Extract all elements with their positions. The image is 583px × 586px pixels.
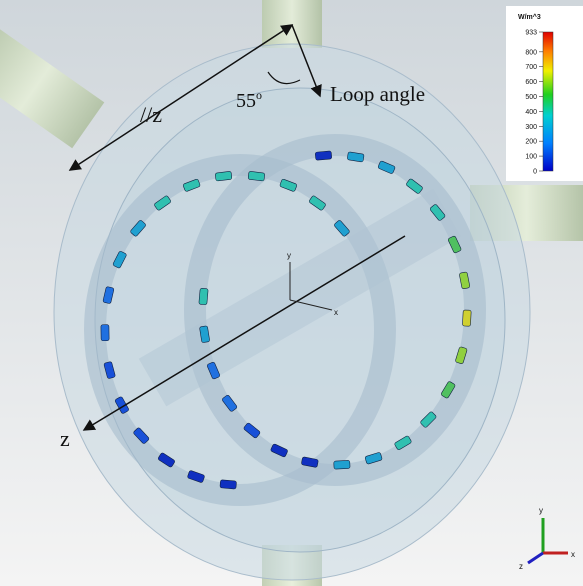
colorbar-tick-label: 0 <box>533 169 537 176</box>
axis-x-label: x <box>334 308 338 317</box>
colorbar-gradient <box>543 32 553 171</box>
colorbar-tick-label: 700 <box>525 64 537 71</box>
coil-block <box>199 288 208 305</box>
port-top <box>262 0 322 48</box>
colorbar-tick-label: 100 <box>525 154 537 161</box>
angle-unit: o <box>256 88 262 102</box>
coil-block <box>220 480 237 489</box>
coil-block <box>248 171 265 181</box>
colorbar-tick-label: 500 <box>525 94 537 101</box>
loop-angle-label: Loop angle <box>330 82 425 106</box>
page: {"annotations": {"parallel_z": "//z", "a… <box>0 0 583 586</box>
parallel-z-label: //z <box>140 102 162 127</box>
triad-y-label: y <box>539 506 543 515</box>
coil-block <box>462 310 471 326</box>
colorbar-unit: W/m^3 <box>518 13 541 21</box>
colorbar-tick-label: 200 <box>525 139 537 146</box>
z-axis-label: z <box>60 426 70 451</box>
coil-block <box>315 151 332 160</box>
colorbar-tick-label: 933 <box>525 30 537 37</box>
coil-block <box>215 171 232 181</box>
colorbar-tick-label: 400 <box>525 109 537 116</box>
axis-y-label: y <box>287 251 291 260</box>
coil-block <box>334 460 350 469</box>
colorbar-tick-label: 600 <box>525 79 537 86</box>
triad-z-label: z <box>519 562 523 571</box>
angle-value: 55 <box>236 90 256 112</box>
colorbar-tick-label: 300 <box>525 124 537 131</box>
coil-block <box>101 325 109 341</box>
triad-x-label: x <box>571 550 575 559</box>
colorbar-tick-label: 800 <box>525 49 537 56</box>
scene: //z 55o Loop angle z y x y x z W/m^3 933… <box>0 0 583 586</box>
